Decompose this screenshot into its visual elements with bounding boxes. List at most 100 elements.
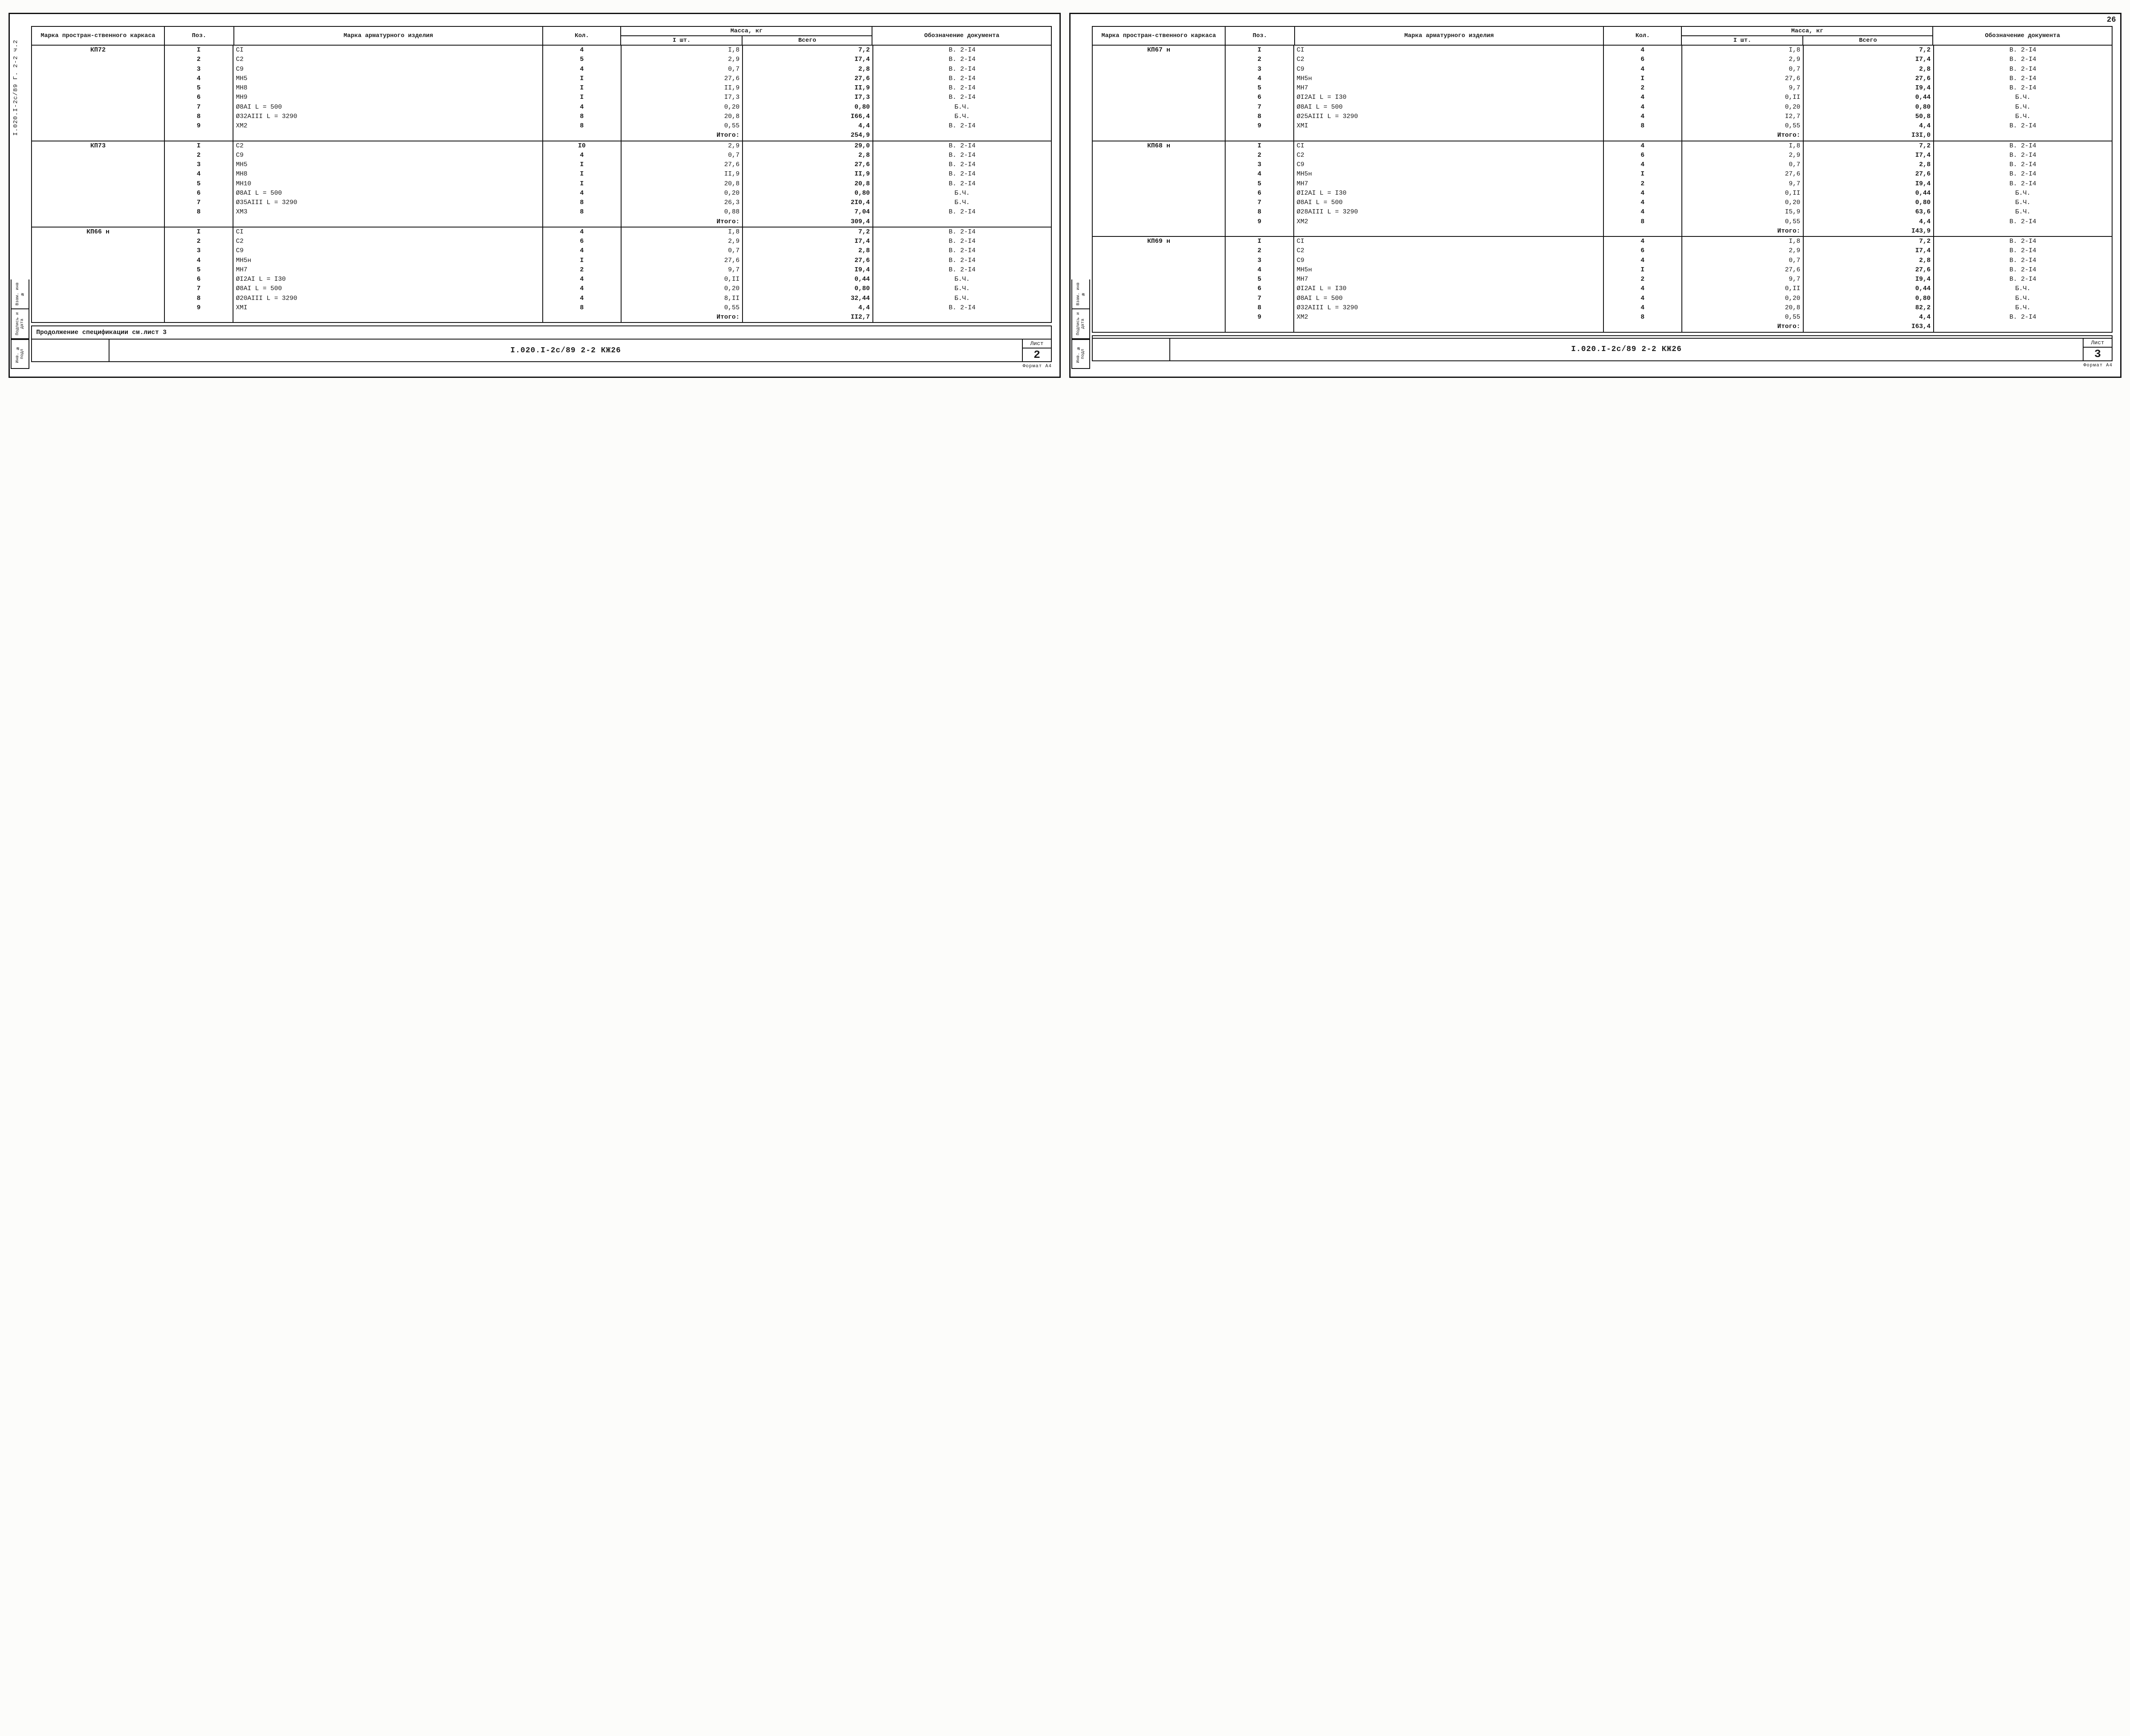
mass-total-cell: I9,4 [743, 265, 873, 275]
doc-cell: В. 2-I4 [1934, 313, 2112, 322]
col-qty: Кол. [543, 26, 621, 45]
mass-one-cell: 27,6 [1682, 74, 1803, 83]
mass-one-cell: 0,20 [1682, 198, 1803, 207]
col-mass-one: I шт. [1681, 36, 1803, 45]
mass-one-cell: 8,II [621, 294, 743, 303]
title-block: I.020.I-2с/89 2-2 КЖ26Лист3 [1092, 338, 2113, 361]
qty-cell: 4 [1603, 103, 1682, 112]
mass-total-cell: 0,80 [1803, 198, 1934, 207]
pos-cell: 9 [165, 303, 233, 313]
doc-cell: В. 2-I4 [873, 93, 1051, 102]
doc-cell: В. 2-I4 [1934, 170, 2112, 179]
doc-cell: В. 2-I4 [873, 65, 1051, 74]
pos-cell: 3 [1226, 160, 1294, 170]
mass-total-cell: II,9 [743, 170, 873, 179]
mass-total-cell: 4,4 [1803, 313, 1934, 322]
format-note: Формат А4 [31, 364, 1052, 369]
mass-total-cell: 0,80 [1803, 103, 1934, 112]
title-block: I.020.I-2с/89 2-2 КЖ26Лист2 [31, 339, 1052, 362]
qty-cell: 4 [1603, 207, 1682, 217]
mass-one-cell: 20,8 [621, 112, 743, 121]
block-body: IС2I02,929,0В. 2-I42С940,72,8В. 2-I43МН5… [164, 141, 1051, 227]
mark-cell: Ø8АI L = 500 [1294, 103, 1603, 112]
qty-cell: 2 [543, 265, 621, 275]
mass-total-cell: 7,2 [1803, 141, 1934, 151]
pos-cell: 3 [165, 246, 233, 256]
mark-cell: МН5н [1294, 265, 1603, 275]
col-karkas: Марка простран-ственного каркаса [32, 26, 164, 45]
mass-one-cell: II,9 [621, 170, 743, 179]
mass-total-cell: 4,4 [1803, 121, 1934, 131]
spine-text: I.020.I-2с/89 Г. 2-2 ч.2 [12, 40, 19, 136]
sheet: I.020.I-2с/89 Г. 2-2 ч.2 Взам. инв №Подпи… [9, 13, 1061, 378]
mass-one-cell: 2,9 [621, 55, 743, 64]
doc-cell: В. 2-I4 [873, 246, 1051, 256]
mass-one-cell: 0,7 [1682, 256, 1803, 265]
doc-cell: В. 2-I4 [1934, 121, 2112, 131]
block-body: IСI4I,87,2В. 2-I42С262,9I7,4В. 2-I43С940… [164, 227, 1051, 323]
qty-cell: I [543, 93, 621, 102]
mass-total-cell: 27,6 [1803, 170, 1934, 179]
mark-cell: Ø28АIII L = 3290 [1294, 207, 1603, 217]
mass-one-cell: 27,6 [621, 256, 743, 265]
mark-cell: ØI2АI L = I30 [1294, 93, 1603, 102]
mass-total-cell: 2,8 [1803, 65, 1934, 74]
col-karkas: Марка простран-ственного каркаса [1092, 26, 1225, 45]
mark-cell: МН5н [1294, 170, 1603, 179]
pos-cell: I [1226, 46, 1294, 55]
karkas-id: КП66 н [32, 227, 164, 323]
qty-cell: 6 [1603, 246, 1682, 256]
side-stamp-boxes: Взам. инв №Подпись и датаИнв. № подл [11, 279, 29, 369]
qty-cell: 6 [1603, 151, 1682, 160]
pos-cell: 2 [1226, 246, 1294, 256]
document-code: I.020.I-2с/89 2-2 КЖ26 [1170, 339, 2083, 360]
mark-cell: МН7 [1294, 275, 1603, 284]
mass-one-cell: 0,20 [621, 284, 743, 294]
mass-one-cell: 0,55 [621, 303, 743, 313]
pos-cell: 2 [165, 237, 233, 246]
pos-cell: I [1226, 237, 1294, 246]
pos-cell: I [165, 141, 233, 151]
mark-cell: ХМ2 [1294, 313, 1603, 322]
doc-cell: Б.Ч. [873, 294, 1051, 303]
mark-cell: С2 [1294, 55, 1603, 64]
qty-cell: 4 [543, 189, 621, 198]
mass-one-cell: 0,20 [621, 103, 743, 112]
pos-cell: 9 [165, 121, 233, 131]
mark-cell: С2 [1294, 246, 1603, 256]
mark-cell: С9 [233, 65, 543, 74]
side-stamp-box: Взам. инв № [11, 279, 29, 309]
pos-cell: 5 [165, 83, 233, 93]
mass-total-cell: 7,2 [743, 46, 873, 55]
mass-one-cell: 0,88 [621, 207, 743, 217]
pos-cell: 6 [165, 189, 233, 198]
corner-page-number: 26 [2107, 16, 2116, 24]
mark-cell: МН8 [233, 83, 543, 93]
mark-cell: ХМI [1294, 121, 1603, 131]
mass-one-cell: II,9 [621, 83, 743, 93]
qty-cell: 4 [543, 151, 621, 160]
doc-cell: В. 2-I4 [1934, 74, 2112, 83]
col-pos: Поз. [164, 26, 234, 45]
mark-cell: МН5 [233, 160, 543, 170]
pos-cell: 2 [1226, 55, 1294, 64]
col-qty: Кол. [1603, 26, 1681, 45]
mark-cell: Ø35АIII L = 3290 [233, 198, 543, 207]
doc-cell: Б.Ч. [1934, 103, 2112, 112]
format-note: Формат А4 [1092, 363, 2113, 368]
doc-cell: Б.Ч. [873, 103, 1051, 112]
mass-one-cell: 0,7 [1682, 160, 1803, 170]
col-mass-total: Всего [1803, 36, 1933, 45]
mass-total-cell: 82,2 [1803, 303, 1934, 313]
mass-total-cell: 0,44 [743, 275, 873, 284]
title-block-left [32, 340, 109, 361]
title-block-left [1093, 339, 1170, 360]
pos-cell: 6 [165, 93, 233, 102]
mark-cell: МН9 [233, 93, 543, 102]
block-body: IСI4I,87,2В. 2-I42С262,9I7,4В. 2-I43С940… [1225, 236, 2112, 332]
mark-cell: Ø32АIII L = 3290 [1294, 303, 1603, 313]
mass-total-cell: II,9 [743, 83, 873, 93]
mass-total-cell: 2,8 [743, 246, 873, 256]
mass-one-cell: 0,7 [621, 246, 743, 256]
qty-cell: I [1603, 265, 1682, 275]
